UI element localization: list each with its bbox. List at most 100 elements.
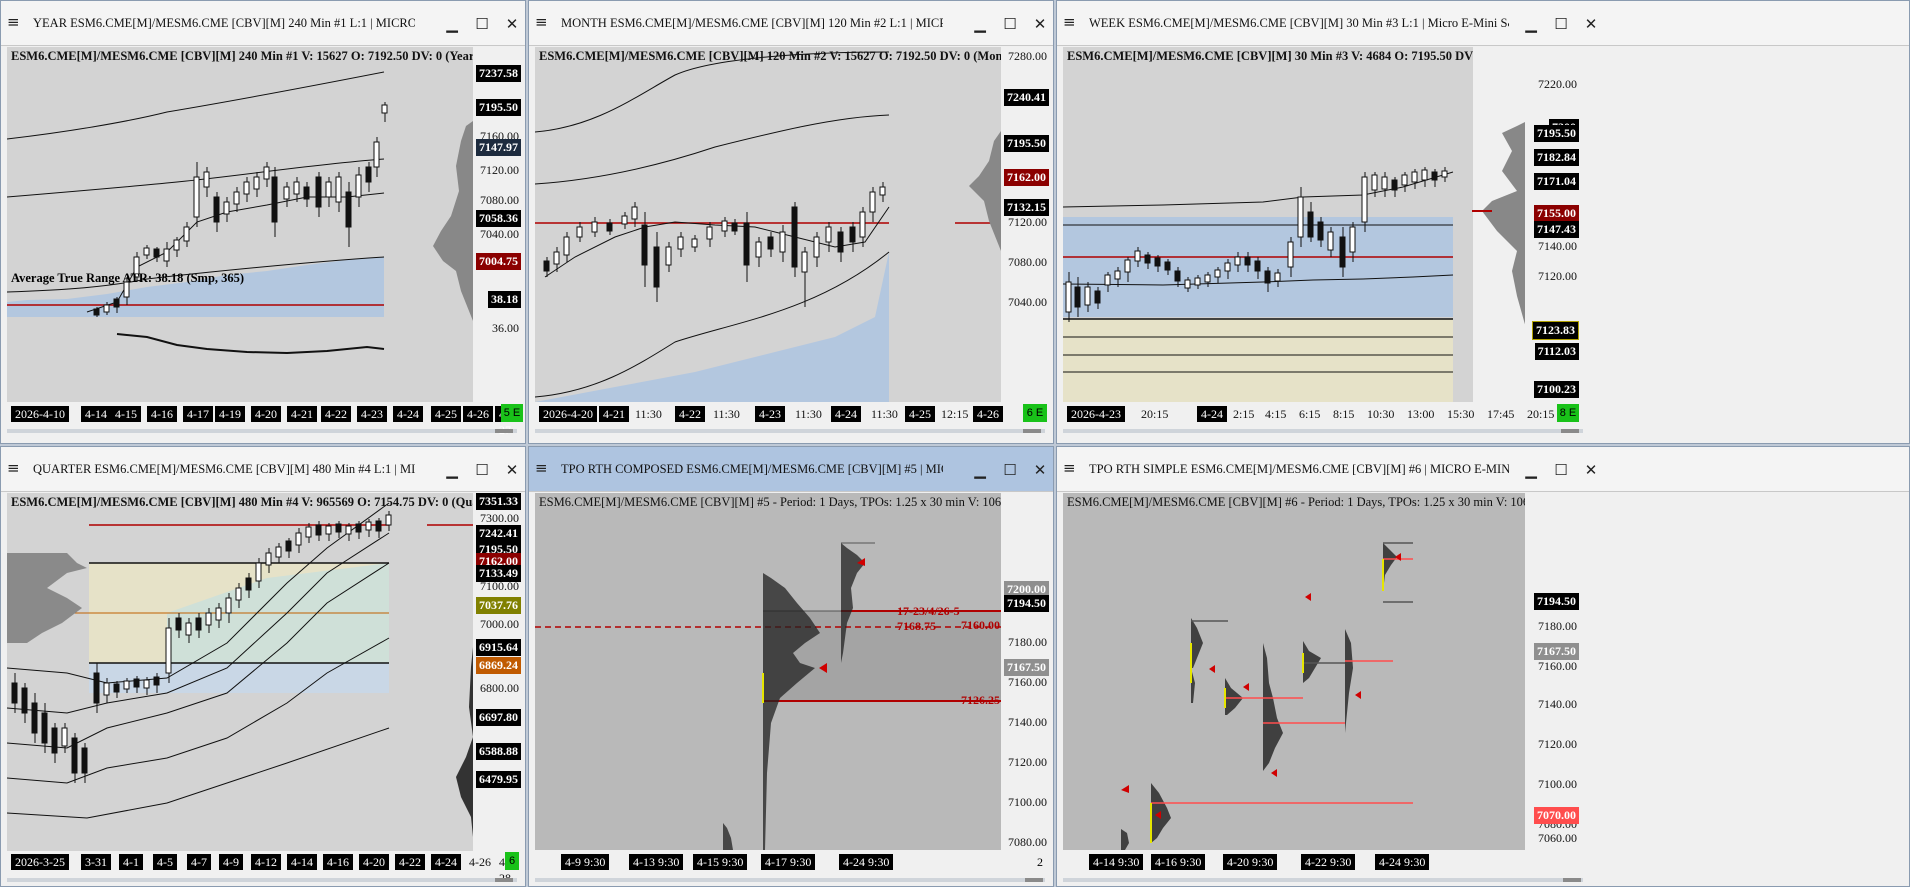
time-axis[interactable]: 4-14 9:30 4-16 9:30 4-20 9:30 4-22 9:30 … <box>1063 851 1583 873</box>
price-tick: 7180.00 <box>1538 619 1577 633</box>
maximize-icon[interactable]: ☐ <box>475 15 489 33</box>
time-tick: 4-14 9:30 <box>1089 854 1144 870</box>
minimize-icon[interactable]: ▁ <box>446 461 458 479</box>
time-axis[interactable]: 2026-3-25 3-31 4-1 4-5 4-7 4-9 4-12 4-14… <box>7 851 517 885</box>
maximize-icon[interactable]: ☐ <box>1554 15 1568 33</box>
time-axis[interactable]: 2026-4-20 4-21 11:30 4-22 11:30 4-23 11:… <box>535 403 1045 425</box>
scrollbar-thumb[interactable] <box>1561 429 1579 433</box>
chart-window-tpo-composed[interactable]: ≡ TPO RTH COMPOSED ESM6.CME[M]/MESM6.CME… <box>528 446 1054 887</box>
window-title: YEAR ESM6.CME[M]/MESM6.CME [CBV][M] 240 … <box>33 16 415 30</box>
chart-window-week[interactable]: ≡ WEEK ESM6.CME[M]/MESM6.CME [CBV][M] 30… <box>1056 0 1910 444</box>
chart-graphics <box>1063 167 1454 402</box>
price-tick: 7060.00 <box>1538 831 1577 845</box>
time-tick: 13:00 <box>1407 407 1435 421</box>
tpo-profile-latest <box>841 543 865 663</box>
band-5 <box>7 727 390 819</box>
window-titlebar[interactable]: ≡ WEEK ESM6.CME[M]/MESM6.CME [CBV][M] 30… <box>1057 1 1909 46</box>
time-tick: 4-16 9:30 <box>1151 854 1206 870</box>
time-tick: 8:15 <box>1333 407 1355 421</box>
maximize-icon[interactable]: ☐ <box>475 461 489 479</box>
hamburger-icon[interactable]: ≡ <box>1063 459 1076 477</box>
time-tick: 12:15 <box>941 407 969 421</box>
chart-graphics <box>535 542 1001 850</box>
hamburger-icon[interactable]: ≡ <box>535 459 548 477</box>
scrollbar-thumb[interactable] <box>1023 429 1041 433</box>
candles <box>1065 167 1448 322</box>
window-titlebar[interactable]: ≡ TPO RTH SIMPLE ESM6.CME[M]/MESM6.CME [… <box>1057 447 1909 492</box>
close-icon[interactable]: ✕ <box>1033 461 1047 479</box>
close-icon[interactable]: ✕ <box>505 15 519 33</box>
connection-status-badge: 8 E <box>1557 404 1579 422</box>
price-chart[interactable]: ESM6.CME[M]/MESM6.CME [CBV][M] 120 Min #… <box>535 47 1001 402</box>
time-axis[interactable]: 4-9 9:30 4-13 9:30 4-15 9:30 4-17 9:30 4… <box>535 851 1045 873</box>
price-axis[interactable]: 7351.33 7300.00 7242.41 7195.50 7162.00 … <box>473 493 523 853</box>
close-icon[interactable]: ✕ <box>505 461 519 479</box>
time-axis[interactable]: 2026-4-10 4-14 4-15 4-16 4-17 4-19 4-20 … <box>7 403 517 437</box>
tpo-chart[interactable]: ESM6.CME[M]/MESM6.CME [CBV][M] #6 - Peri… <box>1063 493 1525 850</box>
hamburger-icon[interactable]: ≡ <box>535 13 548 31</box>
time-axis[interactable]: 2026-4-23 20:15 4-24 2:15 4:15 6:15 8:15… <box>1063 403 1583 425</box>
price-label: 7070.00 <box>1534 807 1579 824</box>
price-label: 7237.58 <box>476 65 521 82</box>
horizontal-scrollbar[interactable] <box>1063 878 1583 882</box>
price-axis[interactable]: 7237.58 7195.50 7160.00 7147.97 7120.00 … <box>473 47 523 402</box>
chart-window-year[interactable]: ≡ YEAR ESM6.CME[M]/MESM6.CME [CBV][M] 24… <box>0 0 526 444</box>
time-tick: 11:30 <box>871 407 898 421</box>
close-icon[interactable]: ✕ <box>1584 15 1598 33</box>
scrollbar-thumb[interactable] <box>495 878 513 882</box>
lower-band <box>1063 274 1454 286</box>
hamburger-icon[interactable]: ≡ <box>7 13 20 31</box>
tpo-chart[interactable]: ESM6.CME[M]/MESM6.CME [CBV][M] #5 - Peri… <box>535 493 1001 850</box>
scrollbar-thumb[interactable] <box>1563 878 1581 882</box>
price-chart[interactable]: ESM6.CME[M]/MESM6.CME [CBV][M] 30 Min #3… <box>1063 47 1473 402</box>
maximize-icon[interactable]: ☐ <box>1003 15 1017 33</box>
window-titlebar[interactable]: ≡ YEAR ESM6.CME[M]/MESM6.CME [CBV][M] 24… <box>1 1 525 46</box>
value-area <box>7 257 384 317</box>
band-1 <box>7 502 390 684</box>
price-tick: 7280.00 <box>1008 49 1047 63</box>
minimize-icon[interactable]: ▁ <box>1525 461 1537 479</box>
price-axis[interactable]: 7280.00 7240.41 7195.50 7162.00 7132.15 … <box>1001 47 1051 402</box>
horizontal-scrollbar[interactable] <box>535 429 1045 433</box>
window-titlebar[interactable]: ≡ QUARTER ESM6.CME[M]/MESM6.CME [CBV][M]… <box>1 447 525 492</box>
window-titlebar[interactable]: ≡ MONTH ESM6.CME[M]/MESM6.CME [CBV][M] 1… <box>529 1 1053 46</box>
price-axis[interactable]: 7200.00 7194.50 7180.00 7167.50 7160.00 … <box>1001 493 1051 850</box>
hamburger-icon[interactable]: ≡ <box>7 459 20 477</box>
hamburger-icon[interactable]: ≡ <box>1063 13 1076 31</box>
time-tick: 10:30 <box>1367 407 1395 421</box>
time-tick: 4-16 <box>147 406 177 422</box>
minimize-icon[interactable]: ▁ <box>974 15 986 33</box>
time-tick: 4-13 9:30 <box>629 854 684 870</box>
minimize-icon[interactable]: ▁ <box>974 461 986 479</box>
time-tick: 11:30 <box>635 407 662 421</box>
price-chart[interactable]: ESM6.CME[M]/MESM6.CME [CBV][M] 480 Min #… <box>7 493 473 853</box>
price-axis[interactable]: 7194.50 7180.00 7167.50 7160.00 7140.00 … <box>1527 493 1581 850</box>
time-tick: 4-15 <box>111 406 141 422</box>
maximize-icon[interactable]: ☐ <box>1003 461 1017 479</box>
horizontal-scrollbar[interactable] <box>7 429 517 433</box>
horizontal-scrollbar[interactable] <box>535 878 1045 882</box>
close-icon[interactable]: ✕ <box>1033 15 1047 33</box>
maximize-icon[interactable]: ☐ <box>1554 461 1568 479</box>
chart-window-month[interactable]: ≡ MONTH ESM6.CME[M]/MESM6.CME [CBV][M] 1… <box>528 0 1054 444</box>
chart-graphics <box>7 502 473 819</box>
horizontal-scrollbar[interactable] <box>7 878 517 882</box>
close-icon[interactable]: ✕ <box>1584 461 1598 479</box>
price-axis[interactable]: 7220.00 7200 7195.50 7182.84 7171.04 715… <box>1525 47 1581 402</box>
chart-window-tpo-simple[interactable]: ≡ TPO RTH SIMPLE ESM6.CME[M]/MESM6.CME [… <box>1056 446 1910 887</box>
minimize-icon[interactable]: ▁ <box>446 15 458 33</box>
window-titlebar[interactable]: ≡ TPO RTH COMPOSED ESM6.CME[M]/MESM6.CME… <box>529 447 1053 492</box>
upper-band-inner <box>535 114 890 185</box>
time-tick: 17:45 <box>1487 407 1515 421</box>
price-tick: 7000.00 <box>480 617 519 631</box>
price-chart[interactable]: ESM6.CME[M]/MESM6.CME [CBV][M] 240 Min #… <box>7 47 473 402</box>
price-label: 7132.15 <box>1004 199 1049 216</box>
horizontal-scrollbar[interactable] <box>1063 429 1583 433</box>
minimize-icon[interactable]: ▁ <box>1525 15 1537 33</box>
tpo-profiles <box>1121 543 1397 850</box>
scrollbar-thumb[interactable] <box>495 429 513 433</box>
chart-window-quarter[interactable]: ≡ QUARTER ESM6.CME[M]/MESM6.CME [CBV][M]… <box>0 446 526 887</box>
price-label: 6588.88 <box>476 743 521 760</box>
price-tick: 7100.00 <box>1008 795 1047 809</box>
scrollbar-thumb[interactable] <box>1025 878 1043 882</box>
